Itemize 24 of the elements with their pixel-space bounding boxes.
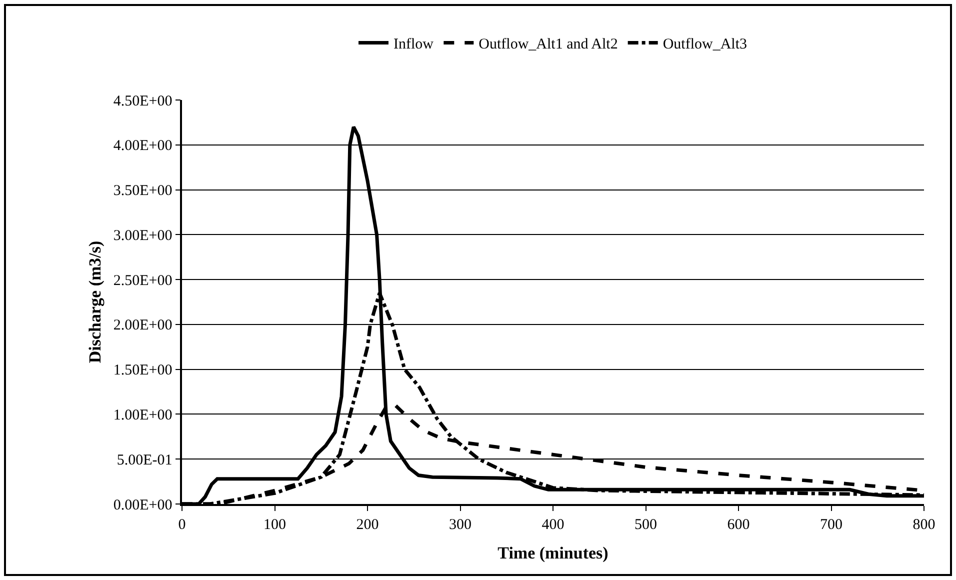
x-tick-label: 800 <box>912 516 936 533</box>
legend-label: Outflow_Alt1 and Alt2 <box>478 36 618 53</box>
x-tick-label: 400 <box>542 516 564 533</box>
y-tick-label: 3.50E+00 <box>113 183 172 200</box>
y-tick-label: 0.00E+00 <box>113 497 172 514</box>
x-tick-label: 500 <box>634 516 657 533</box>
y-tick-label: 4.00E+00 <box>113 138 172 154</box>
x-tick-label: 600 <box>727 516 750 533</box>
y-tick-label: 1.50E+00 <box>113 362 172 379</box>
y-tick-label: 2.00E+00 <box>113 318 172 334</box>
x-tick-label: 300 <box>449 516 472 533</box>
x-tick-label: 700 <box>820 516 842 533</box>
y-axis-title: Discharge (m3/s) <box>85 240 104 364</box>
x-tick-label: 0 <box>178 516 186 533</box>
x-tick-label: 100 <box>264 516 286 533</box>
y-tick-label: 5.00E-01 <box>116 452 172 468</box>
legend-label: Inflow <box>394 36 434 53</box>
legend-label: Outflow_Alt3 <box>662 36 747 53</box>
y-tick-label: 4.50E+00 <box>113 93 172 110</box>
x-axis-title: Time (minutes) <box>498 544 608 563</box>
y-tick-label: 3.00E+00 <box>113 228 172 244</box>
x-tick-label: 200 <box>356 516 379 533</box>
y-tick-label: 2.50E+00 <box>113 272 172 289</box>
y-tick-label: 1.00E+00 <box>113 407 172 424</box>
